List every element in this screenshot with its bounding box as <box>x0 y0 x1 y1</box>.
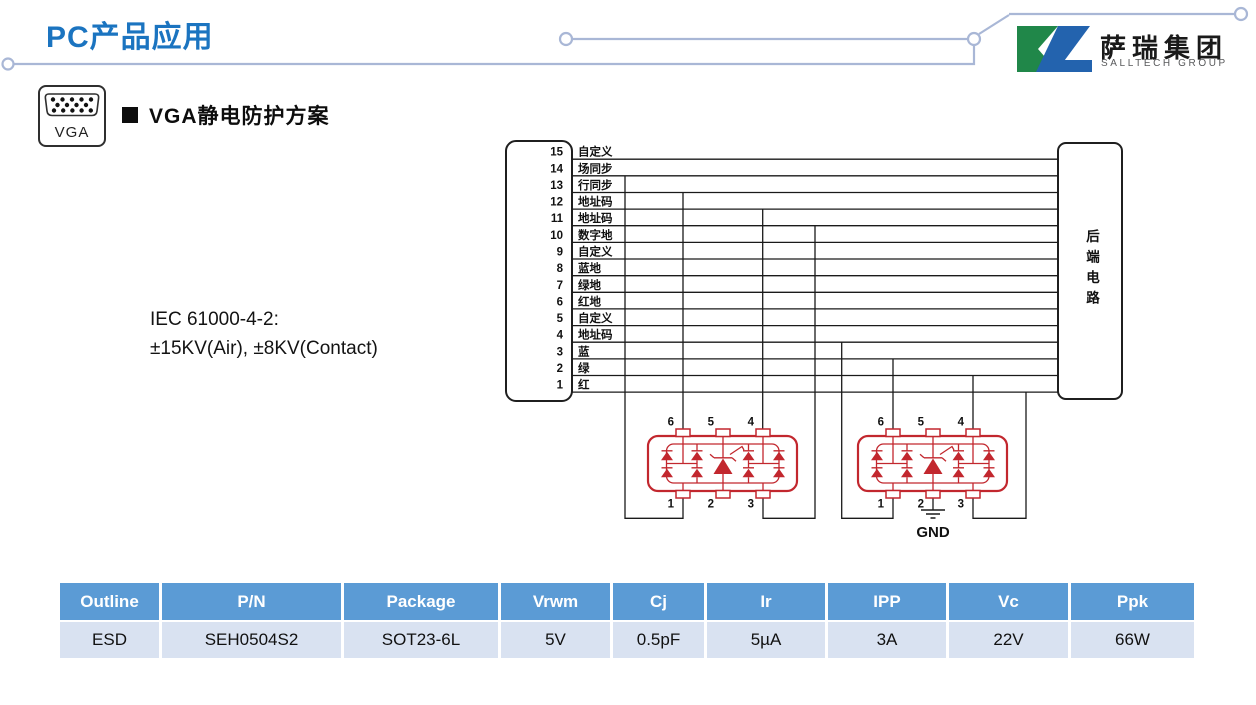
ground-symbol-icon <box>921 509 945 519</box>
pin-label: 地址码 <box>578 195 613 209</box>
connector-pin-labels: 自定义 场同步 行同步 地址码 地址码 数字地 自定义 蓝地 绿地 红地 自定义… <box>577 145 613 392</box>
table-header-cell: Vc <box>949 583 1068 620</box>
pin-label: 地址码 <box>578 211 613 225</box>
spec-table-data-row: ESD SEH0504S2 SOT23-6L 5V 0.5pF 5µA 3A 2… <box>60 620 1200 658</box>
dsub-port-icon <box>44 93 100 117</box>
pin-number: 7 <box>557 280 563 292</box>
pin-number: 14 <box>550 163 563 175</box>
backend-circuit-label: 后端电路 <box>1084 229 1099 311</box>
pin-number: 9 <box>557 247 563 259</box>
diode-symbols-icon <box>871 451 995 478</box>
table-cell: SOT23-6L <box>344 622 498 658</box>
page-title: PC产品应用 <box>46 21 214 54</box>
device-pin-number: 3 <box>958 499 964 511</box>
pin-label: 地址码 <box>578 328 613 342</box>
pin-label: 行同步 <box>577 178 613 192</box>
pin-label: 蓝地 <box>578 261 601 275</box>
pin-label: 红 <box>578 378 590 392</box>
gnd-label: GND <box>916 524 950 541</box>
pin-label: 绿地 <box>578 278 601 292</box>
pin-number: 13 <box>550 180 563 192</box>
decor-circuit-trace <box>1 6 1249 71</box>
table-header-cell: Ppk <box>1071 583 1194 620</box>
salltech-logo-icon <box>1017 26 1092 72</box>
pin-label: 场同步 <box>578 161 613 175</box>
vga-connector-outline <box>505 140 573 402</box>
iec-standard-note: IEC 61000-4-2: ±15KV(Air), ±8KV(Contact) <box>150 306 378 363</box>
device-internal-wiring <box>661 436 785 491</box>
pin-number: 3 <box>557 346 563 358</box>
pin-number: 4 <box>557 330 564 342</box>
esd-tap-wires <box>624 175 1027 519</box>
section-bullet-icon <box>122 107 138 123</box>
pin-number: 10 <box>550 230 563 242</box>
device-pin-number: 1 <box>668 499 675 511</box>
table-header-cell: IPP <box>828 583 946 620</box>
decor-node-icon <box>558 31 574 47</box>
connector-pin-numbers: 15 14 13 12 11 10 9 8 7 6 5 4 3 2 1 <box>550 147 563 392</box>
diode-symbols-icon <box>661 451 785 478</box>
device-pin-number: 6 <box>878 417 884 429</box>
table-cell: 5µA <box>707 622 825 658</box>
table-header-cell: Outline <box>60 583 159 620</box>
table-header-cell: P/N <box>162 583 341 620</box>
device-pin-number: 2 <box>708 499 714 511</box>
device-pin-number: 6 <box>668 417 674 429</box>
pin-label: 自定义 <box>578 245 613 259</box>
backend-circuit-box <box>1057 142 1123 400</box>
pin-label: 自定义 <box>578 145 613 159</box>
iec-standard-line1: IEC 61000-4-2: <box>150 309 279 330</box>
logo-company-name: 萨瑞集团 <box>1100 33 1229 63</box>
pin-label: 蓝 <box>578 344 590 358</box>
decor-node-icon <box>1233 6 1249 22</box>
table-cell: 22V <box>949 622 1068 658</box>
table-cell: SEH0504S2 <box>162 622 341 658</box>
device-pin-number: 4 <box>748 417 755 429</box>
table-header-cell: Ir <box>707 583 825 620</box>
table-header-cell: Package <box>344 583 498 620</box>
pin-number: 5 <box>557 313 564 325</box>
pin-number: 15 <box>550 147 563 159</box>
decor-node-icon <box>1 57 15 71</box>
pin-number: 6 <box>557 296 563 308</box>
device-pin-number: 1 <box>878 499 885 511</box>
spec-table: Outline P/N Package Vrwm Cj Ir IPP Vc Pp… <box>60 583 1200 658</box>
logo-company-name-en: SALLTECH GROUP <box>1101 58 1228 69</box>
esd-array-device-2: 6 5 4 1 2 3 <box>856 417 1009 511</box>
pin-label: 自定义 <box>578 311 613 325</box>
vga-connector-icon: VGA <box>38 85 106 147</box>
pin-label: 红地 <box>578 294 601 308</box>
pin-number: 11 <box>551 213 564 225</box>
pin-label: 数字地 <box>578 228 613 242</box>
esd-array-device-1: 6 5 4 1 2 3 <box>646 417 799 511</box>
device-internal-wiring <box>871 436 995 491</box>
device-pin-number: 3 <box>748 499 754 511</box>
pin-number: 12 <box>550 197 563 209</box>
spec-table-header-row: Outline P/N Package Vrwm Cj Ir IPP Vc Pp… <box>60 583 1200 620</box>
iec-standard-line2: ±15KV(Air), ±8KV(Contact) <box>150 337 378 359</box>
pin-number: 8 <box>557 263 564 275</box>
pin-number: 2 <box>557 363 563 375</box>
device-pin-number: 5 <box>708 417 715 429</box>
table-header-cell: Cj <box>613 583 704 620</box>
table-cell: 3A <box>828 622 946 658</box>
table-cell: 0.5pF <box>613 622 704 658</box>
pin-label: 绿 <box>578 361 590 375</box>
table-cell: 66W <box>1071 622 1194 658</box>
device-pin-number: 5 <box>918 417 925 429</box>
device-pin-number: 2 <box>918 499 924 511</box>
table-header-cell: Vrwm <box>501 583 610 620</box>
device-pin-number: 4 <box>958 417 965 429</box>
pin-number: 1 <box>557 380 564 392</box>
section-title: VGA静电防护方案 <box>149 105 330 128</box>
vga-icon-label: VGA <box>54 124 90 141</box>
table-cell: ESD <box>60 622 159 658</box>
decor-node-icon <box>966 31 982 47</box>
table-cell: 5V <box>501 622 610 658</box>
